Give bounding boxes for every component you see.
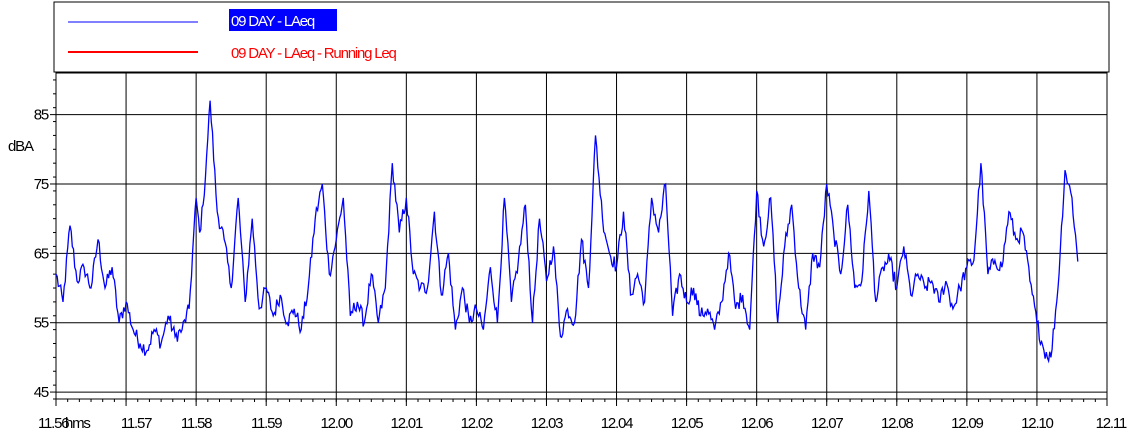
legend-label-laeq: 09 DAY - LAeq	[231, 13, 315, 30]
plot-area	[55, 72, 1108, 400]
x-tick-label: 12.03	[531, 415, 563, 432]
x-tick-label: 12.02	[461, 415, 493, 432]
x-tick-label: 12.05	[671, 415, 703, 432]
series	[55, 100, 1079, 364]
x-tick-label: 11.56	[38, 415, 69, 432]
x-tick-label: 12.04	[601, 415, 633, 432]
grid	[56, 73, 1107, 399]
x-tick-label: 12.08	[881, 415, 913, 432]
legend-label-running-leq: 09 DAY - LAeq - Running Leq	[231, 45, 397, 62]
y-axis-ticks: 45 55 65 75 85	[34, 107, 56, 401]
x-tick-label: 12.06	[741, 415, 773, 432]
x-tick-label: 12.00	[320, 415, 352, 432]
legend-box	[53, 1, 1110, 73]
y-tick-label: 55	[34, 315, 49, 332]
x-tick-label: 11.58	[181, 415, 212, 432]
x-axis-unit-label: hms	[65, 415, 90, 432]
series-line-laeq	[55, 100, 1079, 364]
x-tick-label: 11.59	[251, 415, 282, 432]
x-tick-label: 12.07	[811, 415, 843, 432]
x-tick-label: 12.09	[951, 415, 983, 432]
y-tick-label: 45	[34, 384, 49, 401]
y-axis-label: dBA	[8, 138, 34, 155]
legend: 09 DAY - LAeq 09 DAY - LAeq - Running Le…	[53, 1, 1110, 73]
legend-highlight	[229, 9, 337, 31]
x-tick-label: 12.11	[1096, 415, 1127, 432]
y-tick-label: 75	[34, 176, 49, 193]
x-tick-label: 12.10	[1021, 415, 1053, 432]
y-tick-label: 85	[34, 107, 49, 124]
x-tick-label: 11.57	[121, 415, 152, 432]
plot-frame	[55, 72, 1108, 400]
y-tick-label: 65	[34, 245, 49, 262]
x-axis-ticks: 11.56 11.57 11.58 11.59 12.00 12.01 12.02 12.03…	[38, 399, 1128, 432]
x-tick-label: 12.01	[391, 415, 423, 432]
